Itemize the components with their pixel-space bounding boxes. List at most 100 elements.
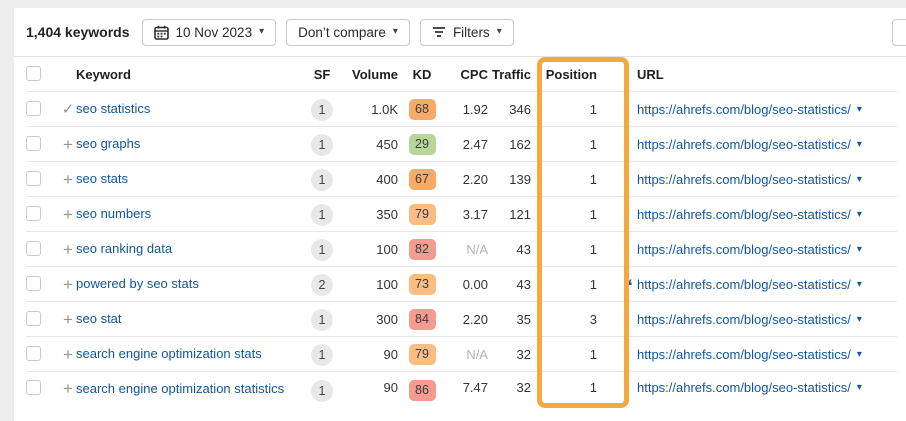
keyword-link[interactable]: seo statistics bbox=[76, 101, 151, 117]
url-link[interactable]: https://ahrefs.com/blog/seo-statistics/ bbox=[637, 347, 851, 362]
sf-badge: 1 bbox=[311, 238, 333, 261]
url-dropdown-icon[interactable]: ▾ bbox=[856, 314, 862, 325]
position-cell: 1 bbox=[589, 172, 597, 187]
date-picker-button[interactable]: 10 Nov 2023 ▾ bbox=[141, 18, 277, 46]
url-link[interactable]: https://ahrefs.com/blog/seo-statistics/ bbox=[637, 312, 851, 327]
url-link[interactable]: https://ahrefs.com/blog/seo-statistics/ bbox=[637, 380, 851, 395]
url-dropdown-icon[interactable]: ▾ bbox=[856, 104, 862, 115]
cpc-cell: 3.17 bbox=[462, 207, 488, 222]
volume-cell: 100 bbox=[376, 277, 398, 292]
keyword-link[interactable]: powered by seo stats bbox=[76, 276, 199, 292]
plus-icon[interactable]: + bbox=[63, 379, 73, 398]
kd-badge: 29 bbox=[408, 134, 436, 155]
position-cell: 1 bbox=[589, 347, 597, 362]
sf-badge: 1 bbox=[311, 98, 333, 121]
cpc-cell: 0.00 bbox=[462, 277, 488, 292]
column-header-cpc[interactable]: CPC bbox=[460, 67, 488, 82]
position-cell: 1 bbox=[589, 380, 597, 395]
url-dropdown-icon[interactable]: ▾ bbox=[856, 244, 862, 255]
keyword-link[interactable]: seo graphs bbox=[76, 136, 141, 152]
plus-icon[interactable]: + bbox=[63, 310, 73, 329]
column-header-kd[interactable]: KD bbox=[412, 67, 432, 82]
url-dropdown-icon[interactable]: ▾ bbox=[856, 139, 862, 150]
chevron-down-icon: ▾ bbox=[496, 26, 502, 37]
table-row: + seo ranking data 1 100 82 N/A 43 1 htt… bbox=[14, 232, 906, 267]
chevron-down-icon: ▾ bbox=[259, 26, 265, 37]
plus-icon[interactable]: + bbox=[63, 135, 73, 154]
keyword-link[interactable]: seo stats bbox=[76, 171, 129, 187]
row-checkbox[interactable] bbox=[26, 275, 41, 291]
calendar-icon bbox=[153, 25, 169, 40]
row-checkbox[interactable] bbox=[26, 100, 41, 116]
compare-dropdown-button[interactable]: Don’t compare ▾ bbox=[286, 18, 410, 46]
url-link[interactable]: https://ahrefs.com/blog/seo-statistics/ bbox=[637, 207, 851, 222]
filters-button[interactable]: Filters ▾ bbox=[419, 18, 514, 46]
sf-badge: 1 bbox=[311, 168, 333, 191]
keyword-link[interactable]: seo numbers bbox=[76, 206, 152, 222]
table-row: + seo numbers 1 350 79 3.17 121 1 https:… bbox=[14, 197, 906, 232]
row-checkbox[interactable] bbox=[26, 205, 41, 221]
traffic-cell: 32 bbox=[516, 380, 531, 395]
keyword-link[interactable]: search engine optimization statistics bbox=[76, 381, 285, 396]
cpc-cell: N/A bbox=[466, 242, 488, 257]
column-header-volume[interactable]: Volume bbox=[352, 67, 398, 82]
position-cell: 1 bbox=[589, 137, 597, 152]
plus-icon[interactable]: + bbox=[63, 205, 73, 224]
compare-label: Don’t compare bbox=[298, 24, 386, 40]
column-header-url[interactable]: URL bbox=[637, 67, 664, 82]
row-checkbox[interactable] bbox=[26, 310, 41, 326]
position-cell: 1 bbox=[589, 207, 597, 222]
volume-cell: 400 bbox=[376, 172, 398, 187]
sf-badge: 1 bbox=[311, 380, 333, 402]
volume-cell: 450 bbox=[376, 137, 398, 152]
keywords-count: 1,404 keywords bbox=[26, 24, 130, 40]
plus-icon[interactable]: + bbox=[63, 345, 73, 364]
kd-badge: 84 bbox=[408, 309, 436, 330]
chevron-down-icon: ▾ bbox=[392, 26, 398, 37]
volume-cell: 1.0K bbox=[371, 102, 398, 117]
kd-badge: 79 bbox=[408, 344, 436, 365]
url-link[interactable]: https://ahrefs.com/blog/seo-statistics/ bbox=[637, 102, 851, 117]
row-checkbox[interactable] bbox=[26, 135, 41, 151]
keywords-panel: 1,404 keywords 10 Nov 2023 ▾ Don’t compa… bbox=[14, 8, 906, 421]
sf-badge: 1 bbox=[311, 343, 333, 366]
row-checkbox[interactable] bbox=[26, 240, 41, 256]
volume-cell: 300 bbox=[376, 312, 398, 327]
plus-icon[interactable]: + bbox=[63, 240, 73, 259]
kd-badge: 82 bbox=[408, 239, 436, 260]
row-checkbox[interactable] bbox=[26, 380, 41, 395]
sf-badge: 1 bbox=[311, 133, 333, 156]
keyword-link[interactable]: seo ranking data bbox=[76, 241, 173, 257]
position-cell: 1 bbox=[589, 102, 597, 117]
column-header-traffic[interactable]: Traffic bbox=[491, 67, 531, 82]
position-cell: 1 bbox=[589, 242, 597, 257]
cpc-cell: 2.47 bbox=[462, 137, 488, 152]
column-header-position[interactable]: Position bbox=[545, 67, 597, 82]
quote-icon: “ bbox=[623, 277, 633, 298]
export-button-partial[interactable] bbox=[892, 19, 906, 46]
keyword-link[interactable]: search engine optimization stats bbox=[76, 346, 262, 362]
column-header-sf[interactable]: SF bbox=[313, 67, 331, 82]
url-dropdown-icon[interactable]: ▾ bbox=[856, 209, 862, 220]
select-all-checkbox[interactable] bbox=[26, 65, 41, 81]
kd-badge: 86 bbox=[408, 380, 436, 401]
url-link[interactable]: https://ahrefs.com/blog/seo-statistics/ bbox=[637, 137, 851, 152]
url-link[interactable]: https://ahrefs.com/blog/seo-statistics/ bbox=[637, 242, 851, 257]
sf-badge: 1 bbox=[311, 203, 333, 226]
url-link[interactable]: https://ahrefs.com/blog/seo-statistics/ bbox=[637, 277, 851, 292]
row-checkbox[interactable] bbox=[26, 170, 41, 186]
keyword-link[interactable]: seo stat bbox=[76, 311, 122, 327]
url-dropdown-icon[interactable]: ▾ bbox=[856, 349, 862, 360]
url-dropdown-icon[interactable]: ▾ bbox=[856, 174, 862, 185]
traffic-cell: 32 bbox=[516, 347, 531, 362]
row-checkbox[interactable] bbox=[26, 345, 41, 361]
sf-badge: 2 bbox=[311, 273, 333, 296]
url-dropdown-icon[interactable]: ▾ bbox=[856, 382, 862, 393]
table-header: Keyword SF Volume KD CPC Traffic Positio… bbox=[14, 57, 906, 92]
column-header-keyword[interactable]: Keyword bbox=[76, 67, 131, 82]
traffic-cell: 139 bbox=[509, 172, 531, 187]
url-link[interactable]: https://ahrefs.com/blog/seo-statistics/ bbox=[637, 172, 851, 187]
plus-icon[interactable]: + bbox=[63, 170, 73, 189]
plus-icon[interactable]: + bbox=[63, 275, 73, 294]
url-dropdown-icon[interactable]: ▾ bbox=[856, 279, 862, 290]
